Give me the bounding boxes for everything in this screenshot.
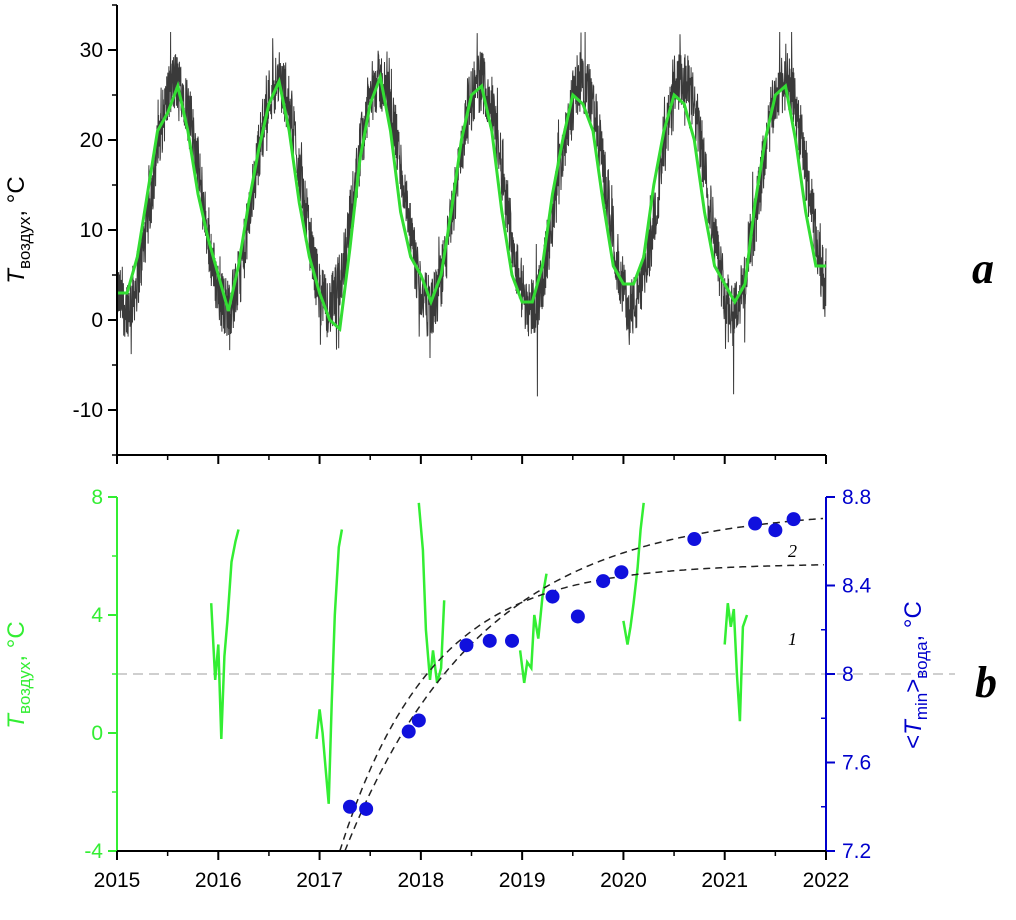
y-tick-label: -10 — [73, 399, 103, 422]
y-label-symbol: T — [3, 267, 30, 284]
right-y-label-lt: < — [900, 735, 927, 749]
left-y-tick-label: 0 — [91, 722, 103, 745]
water-tmin-point — [401, 724, 416, 739]
y-tick-label: 30 — [80, 39, 103, 62]
water-tmin-point — [545, 589, 560, 604]
y-label-subscript: воздух — [15, 216, 34, 269]
panel-letter-a: a — [972, 244, 994, 293]
smoothed-air-temperature-line — [117, 71, 826, 333]
air-temperature-segment — [315, 529, 344, 804]
water-tmin-point — [687, 532, 702, 547]
y-tick-label: 0 — [91, 309, 103, 332]
panel-b: -4 0 4 8 7.2 7.6 8 8.4 8.8 2015 2016 2017 2018 2019… — [3, 486, 997, 892]
water-tmin-point — [614, 565, 629, 580]
air-temperature-segment — [622, 502, 645, 645]
right-y-label-sub2: вода — [912, 641, 931, 679]
water-tmin-point — [570, 609, 585, 624]
water-tmin-point — [505, 633, 520, 648]
right-y-tick-label: 8 — [842, 663, 854, 686]
right-y-tick-label: 7.2 — [842, 840, 871, 863]
right-y-tick-label: 8.8 — [842, 486, 871, 509]
air-temperature-segment — [723, 603, 749, 722]
x-tick-label: 2020 — [600, 869, 647, 892]
right-y-tick-label: 8.4 — [842, 575, 872, 598]
panel-letter-b: b — [975, 658, 997, 707]
water-tmin-point — [596, 574, 611, 589]
x-tick-label: 2015 — [94, 869, 141, 892]
daily-air-temperature-line — [116, 31, 827, 397]
x-tick-label: 2016 — [195, 869, 242, 892]
x-tick-label: 2017 — [296, 869, 343, 892]
x-tick-label: 2019 — [499, 869, 546, 892]
water-tmin-point — [482, 633, 497, 648]
fit-curve-label-2: 2 — [788, 541, 797, 561]
panel-b-left-y-label: Tвоздух, °C — [3, 621, 34, 728]
fit-curve-1 — [339, 564, 824, 852]
left-y-tick-label: -4 — [84, 840, 103, 863]
water-tmin-point — [342, 799, 357, 814]
panel-b-right-y-label: <Tmin>вода, °C — [900, 601, 931, 749]
left-y-tick-label: 8 — [91, 486, 103, 509]
fit-curve-label-1: 1 — [788, 629, 797, 649]
right-y-tick-label: 7.6 — [842, 752, 871, 775]
right-y-label-sub1: min — [912, 693, 931, 720]
left-y-label-subscript: воздух — [15, 661, 34, 714]
water-tmin-point — [459, 638, 474, 653]
y-label-unit: , °C — [3, 176, 30, 216]
right-y-label-unit: , °C — [900, 601, 927, 641]
y-tick-label: 10 — [80, 219, 103, 242]
left-y-label-unit: , °C — [3, 621, 30, 661]
fit-curve-2 — [344, 517, 824, 852]
right-y-label-symbol: T — [900, 718, 927, 735]
left-y-tick-label: 4 — [91, 604, 103, 627]
water-tmin-point — [768, 523, 783, 538]
air-temperature-segment — [518, 573, 548, 684]
x-tick-label: 2022 — [803, 869, 850, 892]
y-tick-label: 20 — [80, 129, 103, 152]
air-temperature-segment — [209, 529, 240, 739]
water-tmin-point — [411, 713, 426, 728]
water-tmin-point — [359, 801, 374, 816]
panel-a-y-axis-label: Tвоздух, °C — [3, 176, 34, 283]
x-tick-label: 2021 — [701, 869, 748, 892]
left-y-label-symbol: T — [3, 712, 30, 729]
water-tmin-point — [748, 516, 763, 531]
water-tmin-point — [786, 512, 801, 527]
right-y-label-gt: > — [900, 679, 927, 693]
panel-a: -10 0 10 20 30 Tвоздух, °C a — [3, 4, 994, 464]
air-temperature-segment — [417, 502, 446, 684]
x-tick-label: 2018 — [397, 869, 444, 892]
